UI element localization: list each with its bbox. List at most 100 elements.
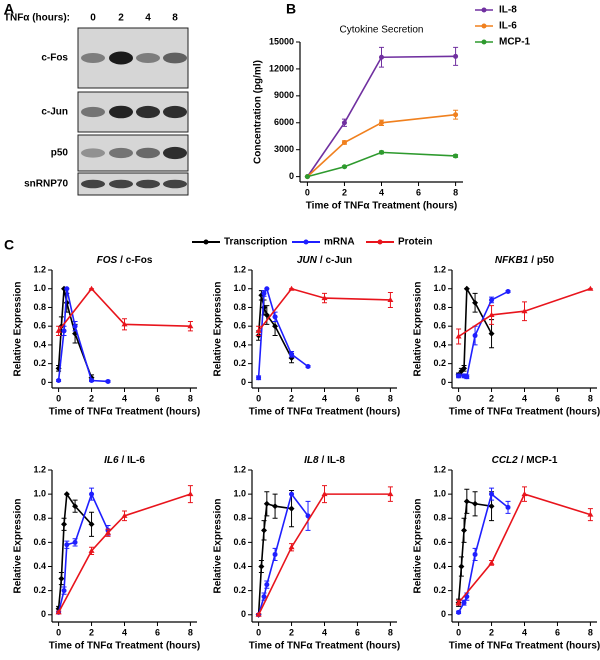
y-tick-label: 15000 [269,36,294,46]
y-tick-label: 0 [241,609,246,619]
marker [61,521,68,528]
blot-band [163,146,187,160]
y-tick-label: 0 [241,377,246,387]
y-tick-label: 0 [289,171,294,181]
legend-label: Transcription [224,237,287,248]
y-tick-label: 0.4 [33,561,46,571]
x-tick-label: 0 [456,627,461,637]
marker [461,365,468,372]
chart-title: FOS / c-Fos [97,255,153,266]
marker [341,140,347,146]
y-tick-label: 0.8 [233,302,246,312]
marker [305,513,311,519]
x-axis-label: Time of TNFα Treatment (hours) [249,641,401,652]
blot-band [136,53,160,63]
marker [341,120,347,126]
marker [489,491,495,497]
x-tick-label: 0 [305,187,310,197]
blot-row-label: c-Jun [41,107,68,118]
title-rest: / IL-8 [322,455,346,466]
marker [453,112,459,118]
y-tick-label: 0.8 [433,513,446,523]
marker [587,511,594,517]
marker [88,547,95,553]
y-axis-label: Relative Expression [13,281,24,376]
marker [379,120,384,126]
x-tick-label: 6 [416,187,421,197]
panel-label: A [4,1,14,17]
y-tick-label: 1.0 [433,489,446,499]
chart-title: JUN / c-Jun [297,255,352,266]
marker [472,500,479,507]
y-tick-label: 0.2 [233,358,246,368]
blot-band [136,179,160,189]
x-tick-label: 6 [555,393,560,403]
y-tick-label: 0.4 [233,561,246,571]
y-tick-label: 0.8 [433,302,446,312]
x-tick-label: 2 [342,187,347,197]
marker [488,311,495,317]
marker [55,609,62,615]
marker [456,373,462,379]
marker [289,491,295,497]
y-tick-label: 12000 [269,63,294,73]
marker [89,491,95,497]
marker [489,297,495,303]
marker [472,299,479,306]
y-tick-label: 0.4 [233,339,246,349]
marker [55,327,62,333]
blot-band [81,148,105,158]
x-tick-label: 8 [453,187,458,197]
marker [505,504,511,510]
x-tick-label: 8 [188,627,193,637]
blot-band [81,53,105,63]
lane-label: 2 [118,13,124,24]
legend-marker [203,239,209,245]
y-tick-label: 1.2 [433,264,446,274]
x-axis-label: Time of TNFα Treatment (hours) [449,407,600,418]
marker [341,164,347,170]
title-gene: NFKB1 [495,255,529,266]
title-gene: CCL2 [492,455,519,466]
series-line [306,113,456,178]
marker [88,521,95,528]
lane-label: 0 [90,13,96,24]
y-tick-label: 1.2 [33,464,46,474]
title-rest: / IL-6 [122,455,146,466]
x-tick-label: 4 [379,187,384,197]
series-line [257,287,391,332]
marker [72,323,78,329]
blot-band [136,147,160,159]
x-tick-label: 8 [388,627,393,637]
x-axis-label: Time of TNFα Treatment (hours) [49,407,201,418]
marker [256,375,262,381]
marker [505,289,511,295]
marker [272,323,279,330]
title-rest: / p50 [531,255,554,266]
marker [272,551,278,557]
marker [456,609,462,615]
marker [387,296,394,302]
title-gene: JUN [297,255,318,266]
series-line [306,55,456,178]
marker [461,600,467,606]
series-line [257,502,292,615]
x-axis-label: Time of TNFα Treatment (hours) [49,641,201,652]
panel-label: C [4,237,14,253]
x-tick-label: 4 [522,393,527,403]
marker [379,54,384,60]
x-axis-label: Time of TNFα Treatment (hours) [306,201,458,212]
y-tick-label: 1.0 [233,489,246,499]
legend-label: MCP-1 [499,37,531,48]
blot-band [109,147,133,159]
marker [488,503,495,510]
y-tick-label: 1.0 [33,489,46,499]
marker [61,328,67,334]
legend-marker [303,239,309,245]
y-tick-label: 1.0 [433,283,446,293]
marker [89,378,95,384]
blot-band [136,105,160,119]
title-rest: / c-Jun [320,255,352,266]
blot-band [163,52,187,64]
